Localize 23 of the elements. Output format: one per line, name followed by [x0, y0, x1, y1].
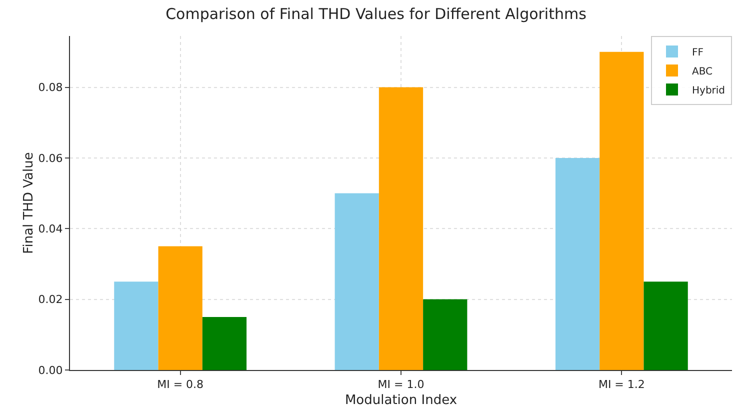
bar	[555, 158, 600, 370]
y-tick-label: 0.00	[38, 364, 63, 377]
chart-title: Comparison of Final THD Values for Different Algorithms	[166, 4, 587, 23]
x-tick-label: MI = 1.0	[378, 378, 424, 392]
bar	[600, 52, 644, 370]
y-tick-label: 0.08	[38, 81, 63, 94]
legend-label: FF	[692, 47, 704, 58]
y-tick-label: 0.04	[38, 222, 63, 236]
y-tick-label: 0.02	[38, 293, 63, 306]
bar	[334, 193, 379, 370]
bar	[423, 299, 468, 370]
bar	[158, 246, 202, 370]
x-tick-label: MI = 0.8	[157, 378, 204, 392]
bar	[644, 282, 688, 370]
y-axis-title: Final THD Value	[21, 152, 36, 254]
x-axis-title: Modulation Index	[344, 392, 458, 408]
x-tick-label: MI = 1.2	[598, 378, 645, 392]
y-tick-label: 0.06	[38, 152, 63, 165]
legend-label: Hybrid	[692, 85, 726, 96]
bar	[378, 87, 424, 370]
bar	[114, 282, 158, 370]
legend-label: ABC	[692, 66, 713, 78]
bar	[202, 316, 247, 370]
